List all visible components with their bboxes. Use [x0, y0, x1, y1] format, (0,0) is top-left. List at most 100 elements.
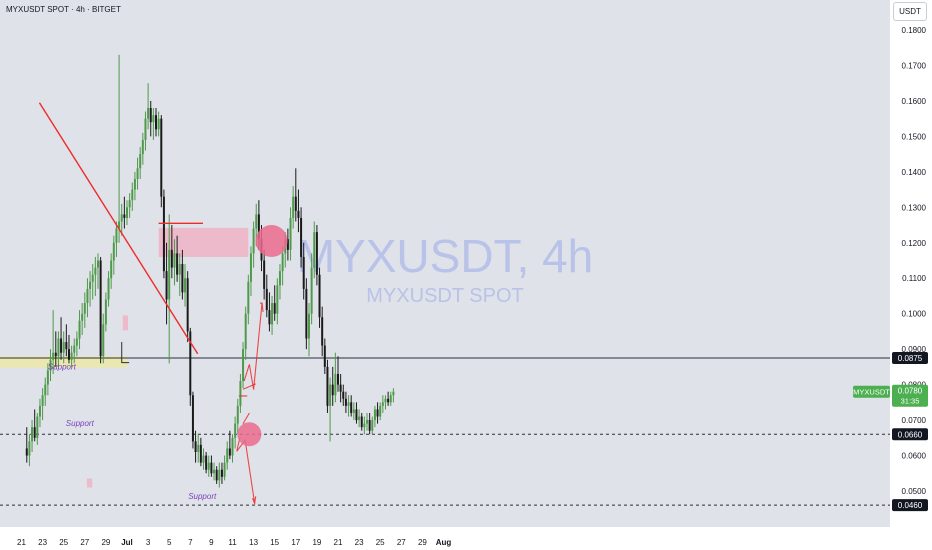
candle-body [373, 409, 376, 421]
candle-body [286, 239, 289, 250]
candle-body [347, 402, 350, 406]
candle-body [104, 299, 107, 325]
x-tick-label: 15 [270, 538, 279, 547]
currency-button[interactable]: USDT [893, 2, 927, 21]
x-tick-label: 3 [146, 538, 151, 547]
support-label: Support [48, 363, 77, 372]
price-tag-label: 0.0875 [898, 354, 923, 363]
support-label: Support [66, 419, 95, 428]
x-tick-label: 25 [59, 538, 68, 547]
candle-body [289, 217, 292, 250]
candle-body [197, 444, 200, 452]
candle-body [60, 338, 63, 353]
current-price-bg [892, 384, 928, 407]
candle-body [307, 313, 310, 339]
candle-body [302, 256, 305, 289]
symbol-tag-label: MYXUSDT [853, 388, 890, 397]
y-tick-label: 0.1000 [902, 310, 927, 319]
candle-body [52, 352, 55, 360]
zone-supply-2 [122, 315, 129, 331]
bullish-arrow-tail [242, 383, 256, 390]
candle-body [252, 228, 255, 254]
candle-body [207, 462, 210, 470]
candle-body [381, 402, 384, 406]
candle-body [144, 118, 147, 140]
candle-body [271, 303, 274, 325]
price-axis-panel [890, 0, 932, 550]
y-tick-label: 0.0900 [902, 345, 927, 354]
candle-body [368, 420, 371, 431]
x-tick-label: Aug [436, 538, 452, 547]
candle-body [115, 228, 118, 243]
candle-body [165, 271, 168, 300]
candle-body [220, 469, 223, 477]
price-tag-label: 0.0660 [898, 430, 923, 439]
candle-body [334, 373, 337, 396]
candle-body [276, 285, 279, 314]
candle-body [205, 455, 208, 470]
candle-body [337, 373, 339, 385]
x-tick-label: 23 [355, 538, 364, 547]
y-tick-label: 0.1800 [902, 26, 927, 35]
candle-body [331, 384, 334, 396]
y-tick-label: 0.1200 [902, 239, 927, 248]
candle-body [102, 324, 105, 357]
candle-body [170, 249, 173, 268]
candle-body [305, 288, 308, 339]
price-tag-label: 0.0460 [898, 501, 923, 510]
candle-body [136, 168, 139, 179]
candle-body [321, 317, 324, 346]
x-tick-label: 27 [80, 538, 89, 547]
y-tick-label: 0.1600 [902, 97, 927, 106]
candle-body [360, 416, 363, 428]
countdown-label: 31:35 [901, 397, 920, 406]
candle-body [315, 232, 318, 275]
candle-body [255, 214, 258, 229]
x-tick-label: 29 [418, 538, 427, 547]
candle-body [350, 402, 353, 413]
bullish-projection-arrow [243, 303, 263, 390]
candle-body [242, 349, 245, 382]
y-tick-label: 0.1300 [902, 203, 927, 212]
candle-body [38, 405, 41, 417]
candle-body [126, 207, 128, 218]
price-tag-bg [892, 428, 928, 441]
candle-body [342, 391, 345, 399]
candle-body [54, 352, 57, 357]
candle-body [355, 409, 358, 421]
price-tag-bg [892, 352, 928, 365]
candle-body [83, 303, 86, 314]
candle-body [234, 423, 237, 438]
candle-body [344, 398, 347, 406]
candle-body [141, 139, 144, 155]
candle-body [379, 405, 382, 417]
chart-title: MYXUSDT SPOT · 4h · BITGET [6, 5, 121, 14]
candle-body [73, 345, 76, 353]
candle-body [99, 260, 102, 357]
y-tick-label: 0.0600 [902, 452, 927, 461]
candle-body [236, 405, 239, 424]
candle-body [133, 178, 136, 190]
candle-body [86, 288, 89, 304]
candle-body [147, 108, 150, 119]
candle-body [168, 249, 171, 300]
candle-body [25, 448, 28, 456]
candle-body [387, 398, 390, 403]
x-tick-label: 29 [101, 538, 110, 547]
candle-body [358, 416, 361, 421]
candle-body [273, 303, 276, 314]
candle-body [78, 320, 81, 339]
candle-body [215, 469, 218, 481]
candle-body [257, 214, 260, 240]
candle-body [107, 278, 110, 300]
candle-body [323, 345, 326, 367]
candle-body [110, 260, 113, 279]
bearish-arrow-tail [242, 412, 250, 424]
candle-body [44, 384, 47, 396]
candle-body [120, 214, 123, 222]
candle-body [313, 232, 316, 268]
x-tick-label: 5 [167, 538, 172, 547]
candle-body [31, 427, 34, 442]
